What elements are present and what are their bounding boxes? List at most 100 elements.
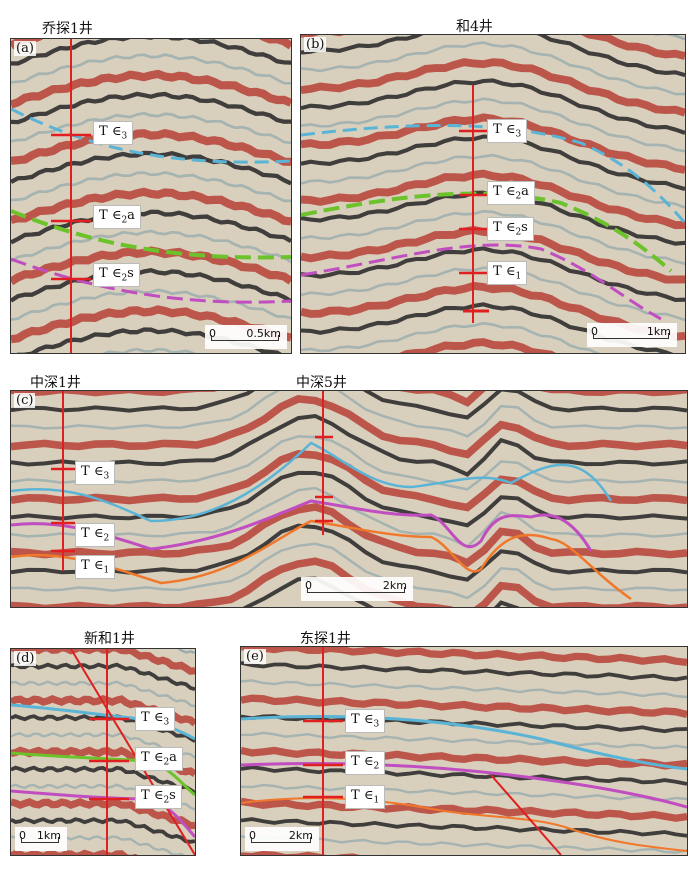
reflector-band bbox=[301, 35, 685, 60]
horizon-label-a-T-c2s: T ∈2s bbox=[93, 263, 140, 287]
cambrian-symbol: ∈ bbox=[93, 464, 104, 479]
cambrian-symbol: ∈ bbox=[93, 558, 104, 573]
horizon-label-e-T-c3: T ∈3 bbox=[345, 709, 386, 733]
scale-distance-c: 2km bbox=[382, 579, 407, 592]
scale-distance-a: 0.5km bbox=[246, 327, 281, 340]
horizon-letter: T bbox=[99, 124, 108, 139]
scale-line-d bbox=[21, 837, 59, 843]
horizon-letter: T bbox=[493, 264, 502, 279]
reflector-band bbox=[241, 765, 687, 786]
scale-distance-b: 1km bbox=[646, 325, 671, 338]
horizon-subscript: 1 bbox=[515, 271, 522, 282]
reflector-band bbox=[11, 91, 291, 125]
horizon-suffix: s bbox=[521, 220, 528, 235]
horizon-T-c3-line bbox=[11, 703, 195, 741]
reflector-band bbox=[11, 391, 687, 420]
horizon-T-c2-line bbox=[241, 762, 687, 809]
scale-bar-a: 0 0.5km bbox=[205, 325, 287, 349]
scale-zero-b: 0 bbox=[591, 325, 598, 338]
reflector-band bbox=[11, 171, 291, 203]
scale-bar-b: 0 1km bbox=[587, 323, 677, 347]
horizon-subscript: 2 bbox=[103, 533, 110, 544]
horizon-subscript: 2 bbox=[515, 227, 522, 238]
horizon-subscript: 3 bbox=[103, 471, 110, 482]
reflector-band bbox=[241, 660, 687, 682]
well-title-dongtan1: 东探1井 bbox=[300, 631, 351, 647]
scale-distance-e: 2km bbox=[288, 829, 313, 842]
panel-label-b: (b) bbox=[304, 37, 327, 52]
horizon-label-d-T-c2s: T ∈2s bbox=[135, 785, 182, 809]
reflector-band bbox=[11, 150, 291, 186]
horizon-label-a-T-c3: T ∈3 bbox=[93, 121, 134, 145]
horizon-subscript: 2 bbox=[121, 215, 128, 226]
horizon-letter: T bbox=[99, 208, 108, 223]
reflector-band bbox=[11, 267, 291, 304]
reflector-band bbox=[301, 209, 685, 265]
horizon-subscript: 3 bbox=[163, 717, 170, 728]
horizon-subscript: 1 bbox=[373, 795, 380, 806]
horizon-label-b-T-c3: T ∈3 bbox=[487, 119, 528, 143]
horizon-label-c-T-c2: T ∈2 bbox=[75, 523, 116, 547]
cambrian-symbol: ∈ bbox=[505, 220, 516, 235]
scale-zero-d: 0 bbox=[19, 829, 26, 842]
scale-bar-d: 0 1km bbox=[15, 827, 67, 851]
reflector-band bbox=[241, 731, 687, 750]
horizon-label-b-T-c2a: T ∈2a bbox=[487, 181, 535, 205]
scale-zero-a: 0 bbox=[209, 327, 216, 340]
reflector-band bbox=[11, 849, 138, 855]
horizon-suffix: a bbox=[169, 750, 177, 765]
horizon-label-c-T-c1: T ∈1 bbox=[75, 555, 116, 579]
horizon-suffix: s bbox=[127, 266, 134, 281]
cambrian-symbol: ∈ bbox=[363, 788, 374, 803]
well-title-xinhe1: 新和1井 bbox=[84, 631, 135, 647]
horizon-T-c3-line bbox=[301, 123, 685, 224]
horizon-letter: T bbox=[141, 710, 150, 725]
horizon-letter: T bbox=[99, 266, 108, 281]
fault-line-e bbox=[490, 774, 562, 855]
horizon-letter: T bbox=[81, 558, 90, 573]
cambrian-symbol: ∈ bbox=[363, 754, 374, 769]
reflector-band bbox=[11, 128, 291, 166]
scale-zero-e: 0 bbox=[249, 829, 256, 842]
reflector-band bbox=[11, 187, 291, 226]
reflector-band bbox=[11, 662, 195, 692]
reflector-band bbox=[241, 817, 687, 838]
reflector-band bbox=[11, 470, 687, 528]
reflector-band bbox=[11, 391, 687, 438]
reflector-band bbox=[301, 35, 685, 78]
reflector-band bbox=[11, 435, 687, 491]
horizon-label-a-T-c2a: T ∈2a bbox=[93, 205, 141, 229]
horizon-letter: T bbox=[141, 750, 150, 765]
reflector-band bbox=[11, 798, 195, 830]
horizon-letter: T bbox=[493, 122, 502, 137]
reflector-band bbox=[11, 450, 687, 512]
cambrian-symbol: ∈ bbox=[111, 208, 122, 223]
reflector-band bbox=[301, 113, 685, 174]
reflector-band bbox=[11, 649, 195, 675]
cambrian-symbol: ∈ bbox=[111, 124, 122, 139]
well-title-he4: 和4井 bbox=[456, 19, 493, 35]
reflector-band bbox=[11, 229, 291, 264]
cambrian-symbol: ∈ bbox=[505, 264, 516, 279]
cambrian-symbol: ∈ bbox=[153, 788, 164, 803]
reflector-band bbox=[102, 347, 197, 353]
horizon-subscript: 3 bbox=[373, 719, 380, 730]
reflector-band bbox=[11, 69, 291, 109]
scale-line-a bbox=[211, 335, 279, 341]
horizon-subscript: 2 bbox=[515, 191, 522, 202]
horizon-T-c2a-line bbox=[11, 209, 291, 260]
horizon-subscript: 2 bbox=[121, 273, 128, 284]
horizon-T-c2s-line bbox=[11, 257, 291, 304]
horizon-letter: T bbox=[493, 184, 502, 199]
horizon-suffix: a bbox=[521, 184, 529, 199]
horizon-T-c3-line bbox=[11, 107, 291, 164]
horizon-suffix: a bbox=[127, 208, 135, 223]
seismic-panel-b: (b) T ∈3 T ∈2a T ∈2s T ∈1 0 1km bbox=[300, 34, 686, 354]
seismic-panel-e: (e) T ∈3 T ∈2 T ∈1 0 2km bbox=[240, 646, 688, 856]
reflector-band bbox=[301, 41, 685, 96]
reflector-band bbox=[11, 39, 291, 66]
horizon-letter: T bbox=[81, 464, 90, 479]
seismic-panel-c: (c) T ∈3 T ∈2 T ∈1 0 2km bbox=[10, 390, 688, 608]
horizon-label-d-T-c2a: T ∈2a bbox=[135, 747, 183, 771]
reflector-band bbox=[241, 783, 687, 802]
